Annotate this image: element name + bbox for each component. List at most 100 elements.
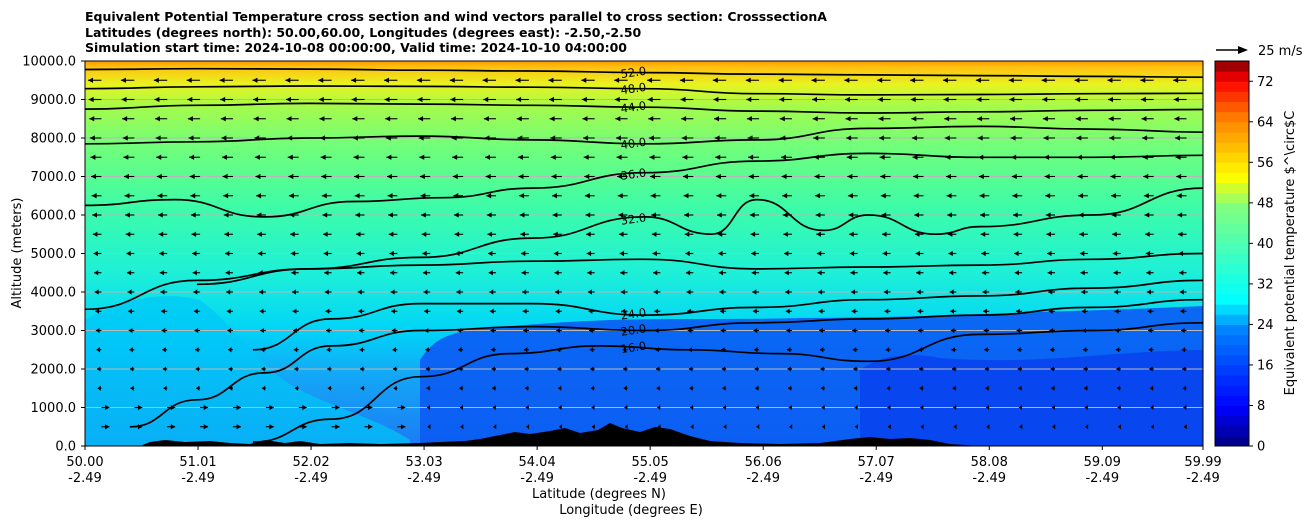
wind-vector-head <box>1041 77 1047 83</box>
wind-vector-head <box>95 308 100 314</box>
wind-vector-head <box>910 77 916 83</box>
wind-vector-head <box>1174 116 1180 122</box>
wind-vector-head <box>549 116 555 122</box>
wind-vector-head <box>1182 366 1186 372</box>
wind-vector-head <box>520 231 525 237</box>
wind-vector-head <box>128 308 132 314</box>
wind-vector-head <box>1183 424 1187 430</box>
wind-vector-head <box>321 173 327 180</box>
wind-vector-head <box>196 385 200 391</box>
chart-title: Equivalent Potential Temperature cross s… <box>85 9 827 56</box>
colorbar-band <box>1215 182 1249 194</box>
title-line-1: Equivalent Potential Temperature cross s… <box>85 9 827 24</box>
y-tick-label: 3000.0 <box>31 324 77 339</box>
contour-label: 48.0 <box>620 80 647 97</box>
wind-vector-head <box>351 96 357 103</box>
wind-vector-head <box>920 404 924 411</box>
wind-vector-head <box>551 193 557 199</box>
wind-vector-head <box>1146 289 1151 295</box>
wind-vector-head <box>723 404 726 411</box>
terrain <box>85 423 980 446</box>
wind-vector-head <box>786 347 791 353</box>
wind-vector-head <box>1109 135 1115 141</box>
wind-vector-head <box>852 327 856 334</box>
wind-vector-head <box>193 308 198 314</box>
wind-vector-head <box>754 347 758 353</box>
wind-vector-head <box>450 96 456 103</box>
wind-vector-head <box>720 308 724 314</box>
colorbar-band <box>1215 324 1249 336</box>
wind-vector-head <box>1082 347 1087 353</box>
wind-vector-head <box>452 154 458 160</box>
wind-vector-head <box>920 424 924 430</box>
wind-vector-head <box>748 154 754 160</box>
wind-vector-head <box>816 250 822 257</box>
wind-vector-head <box>1044 173 1050 180</box>
wind-vector-head <box>515 77 521 83</box>
wind-vector-head <box>951 366 956 372</box>
wind-vector-head <box>422 270 428 276</box>
x-tick-label: 59.99 <box>1184 455 1221 470</box>
wind-vector-head <box>269 424 274 430</box>
wind-vector-head <box>715 154 721 160</box>
wind-vector-head <box>1180 308 1185 314</box>
wind-vector-head <box>919 385 923 391</box>
wind-vector-head <box>95 327 100 334</box>
colorbar-band <box>1215 223 1249 234</box>
wind-vector-head <box>187 96 193 103</box>
wind-vector-head <box>620 289 625 295</box>
wind-vector-head <box>203 424 209 430</box>
wind-vector-head <box>1148 327 1152 334</box>
wind-vector-head <box>947 212 952 218</box>
wind-vector-head <box>1149 385 1154 391</box>
wind-vector-head <box>1174 135 1180 141</box>
wind-vector-head <box>784 270 789 276</box>
wind-vector-head <box>1173 96 1179 103</box>
wind-vector-head <box>158 212 163 218</box>
wind-vector-head <box>855 424 858 430</box>
colorbar-tick-label: 64 <box>1257 115 1274 130</box>
colorbar: 0 8 16 24 32 40 48 56 64 72 <box>1214 60 1274 455</box>
wind-vector-head <box>684 231 690 237</box>
wind-vector-head <box>1112 250 1118 257</box>
wind-vector-head <box>1081 289 1086 295</box>
wind-vector-head <box>886 385 890 391</box>
wind-vector-head <box>383 77 389 83</box>
wind-vector-head <box>526 424 530 430</box>
wind-vector-head <box>386 154 392 160</box>
wind-vector-head <box>1107 96 1113 103</box>
title-line-3: Simulation start time: 2024-10-08 00:00:… <box>85 40 627 55</box>
wind-vector-head <box>1016 327 1021 334</box>
wind-vector-head <box>720 327 725 334</box>
wind-vector-head <box>650 173 656 180</box>
wind-vector-head <box>90 154 96 160</box>
wind-vector-head <box>400 404 406 411</box>
wind-vector-head <box>882 231 887 237</box>
wind-vector-head <box>91 173 97 180</box>
colorbar-tick-label: 24 <box>1257 318 1274 333</box>
colorbar-band <box>1215 202 1249 214</box>
colorbar-band <box>1215 101 1249 113</box>
wind-vector-head <box>977 116 983 122</box>
wind-vector-head <box>97 385 101 391</box>
y-tick-label: 4000.0 <box>31 286 77 301</box>
wind-vector-head <box>1012 212 1018 218</box>
wind-vector-head <box>192 270 197 276</box>
wind-vector-head <box>223 212 229 218</box>
wind-vector-head <box>555 308 560 314</box>
wind-vector-head <box>1078 193 1084 199</box>
wind-vector-head <box>812 96 818 103</box>
wind-vector-head <box>482 77 488 83</box>
colorbar-frame <box>1214 60 1250 447</box>
wind-vector-head <box>1075 96 1081 103</box>
wind-vector-head <box>1011 173 1017 180</box>
wind-vector-head <box>883 270 888 276</box>
wind-vector-head <box>714 135 720 141</box>
wind-vector-head <box>392 366 397 372</box>
x-tick-label: 58.08 <box>971 455 1008 470</box>
wind-vector-head <box>944 135 950 141</box>
wind-vector-head <box>253 116 259 122</box>
wind-vector-head <box>294 385 299 391</box>
wind-vector-head <box>223 193 229 199</box>
wind-vector-head <box>94 270 99 276</box>
